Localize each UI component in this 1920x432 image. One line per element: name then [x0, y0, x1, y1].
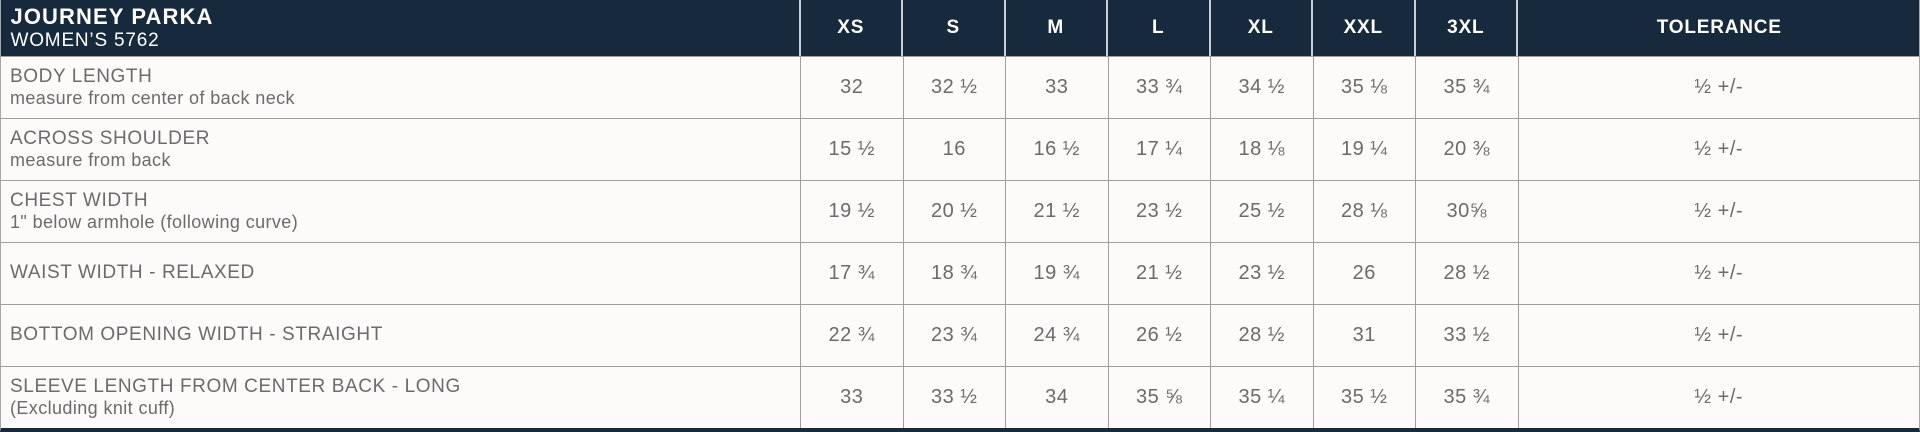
size-value-xs: 15 ½ [800, 119, 903, 180]
tolerance-value: ½ +/- [1517, 57, 1920, 118]
product-subtitle: WOMEN’S 5762 [10, 29, 160, 51]
size-value-3xl: 20 ⅜ [1415, 119, 1518, 180]
size-value-3xl: 28 ½ [1415, 243, 1518, 304]
size-value-3xl: 35 ¾ [1415, 57, 1518, 118]
size-value-l: 23 ½ [1107, 181, 1211, 242]
size-value-xxl: 19 ¼ [1312, 119, 1416, 180]
size-value-l: 17 ¼ [1107, 119, 1211, 180]
measurement-label: CHEST WIDTH [10, 189, 149, 211]
size-value-xxl: 26 [1312, 243, 1416, 304]
size-value-xl: 18 ⅛ [1210, 119, 1313, 180]
size-value-xs: 22 ¾ [800, 305, 903, 366]
table-row-waist-width: WAIST WIDTH - RELAXED 17 ¾ 18 ¾ 19 ¾ 21 … [1, 242, 1919, 304]
table-row-bottom-opening: BOTTOM OPENING WIDTH - STRAIGHT 22 ¾ 23 … [1, 304, 1919, 366]
table-header-row: JOURNEY PARKA WOMEN’S 5762 XS S M L XL X… [1, 0, 1919, 56]
measurement-note: measure from back [10, 150, 171, 171]
column-header-3xl: 3XL [1413, 0, 1517, 56]
measurement-label: WAIST WIDTH - RELAXED [10, 262, 255, 284]
size-value-xxl: 28 ⅛ [1312, 181, 1416, 242]
column-header-xl: XL [1208, 0, 1312, 56]
size-value-xl: 35 ¼ [1210, 367, 1313, 428]
measurement-note: 1" below armhole (following curve) [10, 212, 299, 233]
measurement-label-cell: SLEEVE LENGTH FROM CENTER BACK - LONG (E… [1, 367, 800, 428]
table-row-sleeve-length: SLEEVE LENGTH FROM CENTER BACK - LONG (E… [1, 366, 1919, 428]
size-value-s: 18 ¾ [902, 243, 1006, 304]
measurement-label: BODY LENGTH [10, 65, 153, 87]
measurement-label-cell: ACROSS SHOULDER measure from back [1, 119, 800, 180]
measurement-note: (Excluding knit cuff) [10, 398, 176, 419]
column-header-xxl: XXL [1311, 0, 1414, 56]
size-value-xl: 23 ½ [1210, 243, 1313, 304]
size-value-xxl: 35 ⅛ [1312, 57, 1416, 118]
size-value-xs: 19 ½ [800, 181, 903, 242]
size-value-xxl: 35 ½ [1312, 367, 1416, 428]
size-value-xl: 28 ½ [1210, 305, 1313, 366]
table-row-body-length: BODY LENGTH measure from center of back … [1, 56, 1919, 118]
size-value-xxl: 31 [1312, 305, 1416, 366]
tolerance-value: ½ +/- [1517, 119, 1920, 180]
column-header-l: L [1106, 0, 1209, 56]
size-value-l: 26 ½ [1107, 305, 1211, 366]
size-value-m: 33 [1005, 57, 1108, 118]
size-value-m: 16 ½ [1005, 119, 1108, 180]
size-value-s: 23 ¾ [902, 305, 1006, 366]
measurement-label: ACROSS SHOULDER [10, 127, 211, 149]
size-value-s: 32 ½ [902, 57, 1006, 118]
size-value-xs: 17 ¾ [800, 243, 903, 304]
size-value-xl: 34 ½ [1210, 57, 1313, 118]
size-value-m: 24 ¾ [1005, 305, 1108, 366]
tolerance-value: ½ +/- [1517, 243, 1920, 304]
tolerance-value: ½ +/- [1517, 181, 1920, 242]
size-value-3xl: 35 ¾ [1415, 367, 1518, 428]
measurement-label-cell: BODY LENGTH measure from center of back … [1, 57, 800, 118]
size-value-l: 33 ¾ [1107, 57, 1211, 118]
size-value-l: 21 ½ [1107, 243, 1211, 304]
size-value-xs: 32 [800, 57, 903, 118]
size-value-3xl: 33 ½ [1415, 305, 1518, 366]
size-value-l: 35 ⅝ [1107, 367, 1211, 428]
measurement-note: measure from center of back neck [10, 88, 295, 109]
size-value-m: 21 ½ [1005, 181, 1108, 242]
measurement-label-cell: BOTTOM OPENING WIDTH - STRAIGHT [1, 305, 800, 366]
size-value-s: 20 ½ [902, 181, 1006, 242]
tolerance-value: ½ +/- [1517, 367, 1920, 428]
size-value-xl: 25 ½ [1210, 181, 1313, 242]
column-header-m: M [1003, 0, 1107, 56]
size-value-m: 19 ¾ [1005, 243, 1108, 304]
measurement-label: SLEEVE LENGTH FROM CENTER BACK - LONG [10, 375, 461, 397]
table-row-chest-width: CHEST WIDTH 1" below armhole (following … [1, 180, 1919, 242]
size-value-3xl: 30⅝ [1415, 181, 1518, 242]
column-header-tolerance: TOLERANCE [1516, 0, 1919, 56]
product-title: JOURNEY PARKA [10, 4, 214, 30]
measurement-label: BOTTOM OPENING WIDTH - STRAIGHT [10, 324, 383, 346]
measurement-label-cell: CHEST WIDTH 1" below armhole (following … [1, 181, 800, 242]
table-row-across-shoulder: ACROSS SHOULDER measure from back 15 ½ 1… [1, 118, 1919, 180]
size-value-s: 16 [902, 119, 1006, 180]
size-value-m: 34 [1005, 367, 1108, 428]
product-title-cell: JOURNEY PARKA WOMEN’S 5762 [1, 0, 799, 56]
measurement-label-cell: WAIST WIDTH - RELAXED [1, 243, 800, 304]
column-header-xs: XS [798, 0, 902, 56]
size-value-s: 33 ½ [902, 367, 1006, 428]
size-value-xs: 33 [800, 367, 903, 428]
column-header-s: S [901, 0, 1004, 56]
tolerance-value: ½ +/- [1517, 305, 1920, 366]
